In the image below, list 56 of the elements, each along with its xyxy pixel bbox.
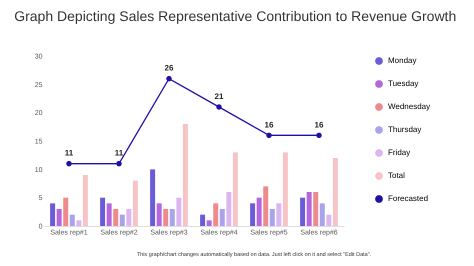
bar <box>182 124 188 226</box>
legend-label: Total <box>388 171 406 180</box>
bar <box>170 209 175 226</box>
bar <box>213 203 218 226</box>
bar <box>282 152 288 226</box>
bar <box>156 203 162 226</box>
point <box>216 104 222 110</box>
bar <box>163 209 168 226</box>
bar <box>82 175 88 226</box>
bar <box>106 203 112 226</box>
bar <box>50 203 56 226</box>
data-label: 16 <box>314 120 324 130</box>
data-label: 26 <box>164 64 174 73</box>
legend-label: Thursday <box>388 125 422 134</box>
bar <box>206 220 212 226</box>
bar <box>332 158 338 226</box>
bar <box>113 209 118 226</box>
bar <box>126 209 132 226</box>
bar <box>150 169 156 226</box>
bar <box>306 192 312 226</box>
point <box>66 160 72 166</box>
bar <box>300 198 306 226</box>
bar <box>132 180 138 226</box>
bar <box>176 198 182 226</box>
chart-title: Graph Depicting Sales Representative Contribution to Revenue Growth <box>14 8 456 24</box>
data-label: 11 <box>114 148 124 158</box>
legend-label: Friday <box>388 148 410 157</box>
bar <box>313 192 318 226</box>
bar <box>256 198 262 226</box>
data-label: 21 <box>214 92 224 101</box>
legend-label: Tuesday <box>388 79 418 88</box>
bar <box>100 198 106 226</box>
bar <box>270 209 275 226</box>
bar <box>320 203 325 226</box>
bar <box>226 192 232 226</box>
bar <box>220 209 225 226</box>
legend-label: Monday <box>388 56 416 65</box>
bar <box>276 203 282 226</box>
bar <box>232 152 238 226</box>
legend-label: Wednesday <box>388 102 430 111</box>
bar <box>70 214 75 226</box>
bar <box>250 203 256 226</box>
point <box>116 160 122 166</box>
bar <box>326 214 332 226</box>
bar <box>76 220 82 226</box>
bar <box>63 198 68 226</box>
legend-label: Forecasted <box>388 194 428 203</box>
bar <box>120 214 125 226</box>
point <box>266 132 272 138</box>
bar <box>56 209 62 226</box>
data-label: 11 <box>64 148 74 158</box>
bar <box>263 186 268 226</box>
data-label: 16 <box>264 120 274 130</box>
bar <box>200 214 206 226</box>
point <box>166 76 172 82</box>
point <box>316 132 322 138</box>
